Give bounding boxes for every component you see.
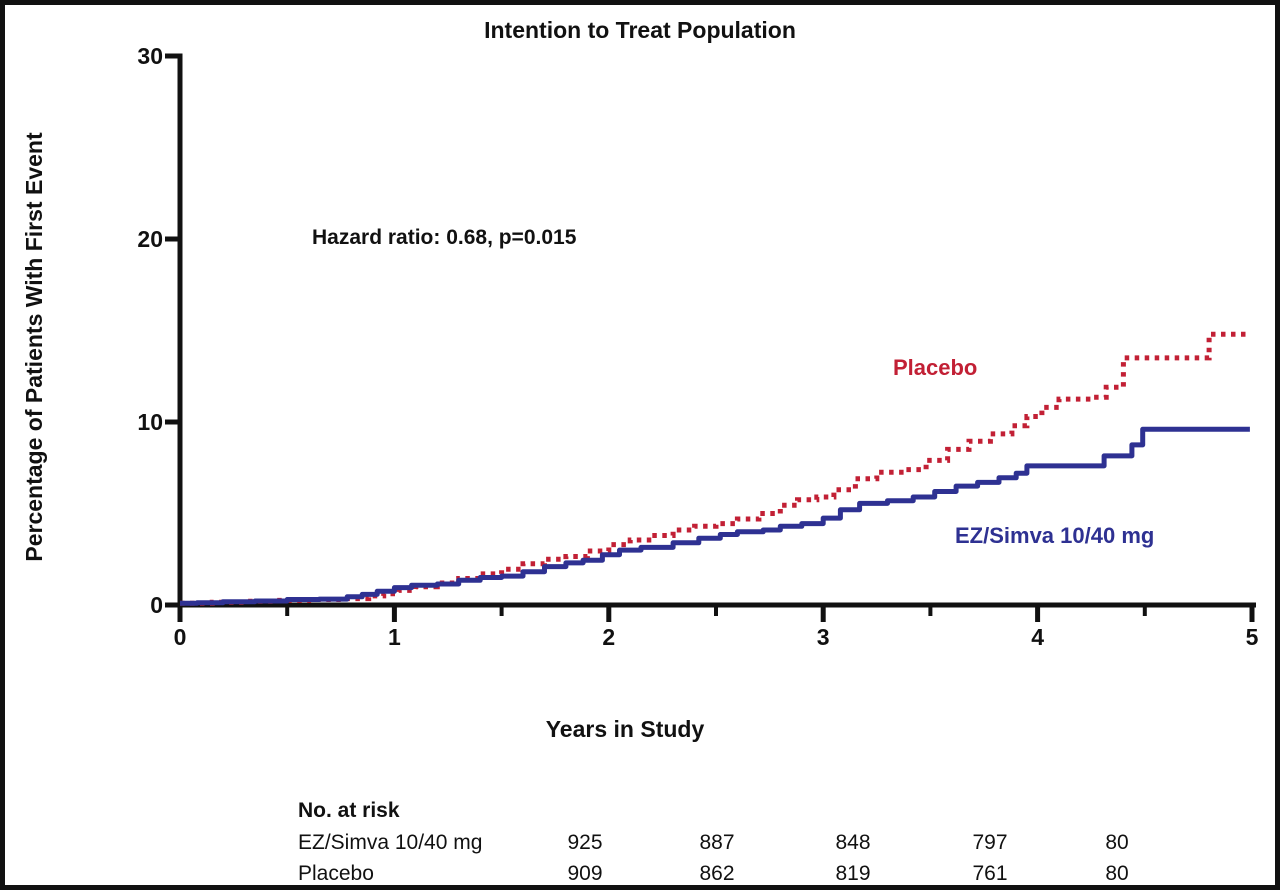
plot-canvas: [165, 53, 1256, 622]
x-tick-label: 2: [602, 624, 616, 650]
risk-row-label: EZ/Simva 10/40 mg: [298, 831, 483, 854]
x-axis-title: Years in Study: [545, 716, 705, 742]
risk-value: 797: [972, 831, 1008, 854]
risk-value: 925: [567, 831, 603, 854]
x-tick-label: 5: [1245, 624, 1259, 650]
placebo-curve: [180, 331, 1246, 606]
risk-value: 819: [835, 862, 871, 885]
risk-value: 848: [835, 831, 871, 854]
risk-value: 761: [972, 862, 1008, 885]
y-tick-label: 20: [137, 226, 163, 252]
ez-simva-curve: [180, 426, 1250, 606]
risk-row-label: Placebo: [298, 862, 374, 885]
hazard-ratio-annotation: Hazard ratio: 0.68, p=0.015: [312, 226, 577, 249]
x-tick-label: 3: [816, 624, 830, 650]
risk-value: 909: [567, 862, 603, 885]
y-tick-label: 10: [137, 409, 163, 435]
axes: [165, 53, 1256, 622]
risk-value: 80: [1105, 831, 1129, 854]
risk-table-header: No. at risk: [298, 799, 400, 822]
ez-simva-curve-label: EZ/Simva 10/40 mg: [955, 523, 1155, 548]
y-tick-label: 0: [150, 592, 163, 618]
y-tick-label: 30: [137, 43, 163, 69]
placebo-curve-label: Placebo: [893, 355, 978, 380]
risk-value: 862: [699, 862, 735, 885]
risk-value: 887: [699, 831, 735, 854]
risk-value: 80: [1105, 862, 1129, 885]
x-tick-label: 1: [387, 624, 401, 650]
curves: [180, 331, 1250, 606]
x-tick-label: 4: [1031, 624, 1044, 650]
y-axis-title: Percentage of Patients With First Event: [21, 132, 47, 562]
x-tick-label: 0: [173, 624, 187, 650]
chart-title: Intention to Treat Population: [484, 17, 796, 43]
